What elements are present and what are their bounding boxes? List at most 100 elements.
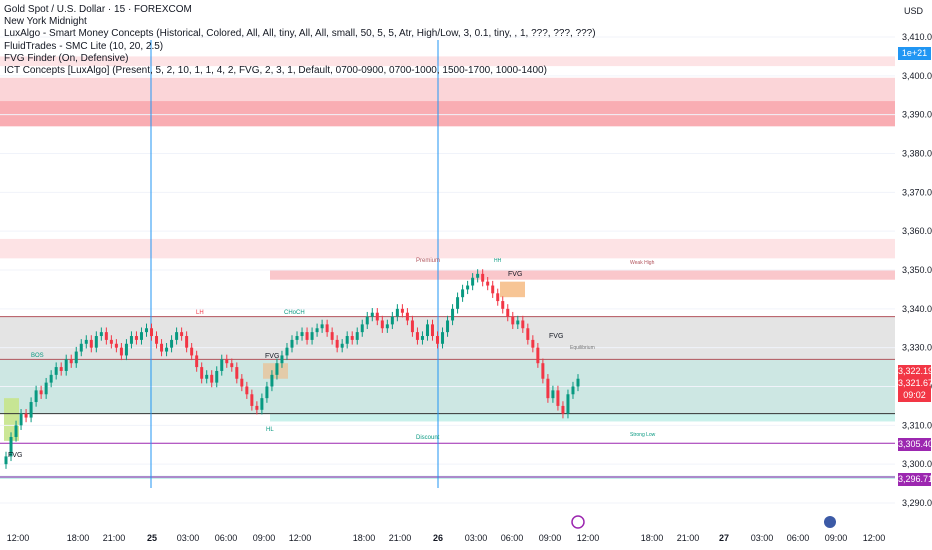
candle-body bbox=[210, 374, 214, 383]
candle-body bbox=[185, 336, 189, 348]
candle-body bbox=[295, 336, 299, 340]
candle-body bbox=[436, 336, 440, 344]
candle-body bbox=[486, 281, 490, 286]
candle-body bbox=[39, 390, 43, 395]
weak-high-label: Weak High bbox=[630, 260, 655, 266]
candle-body bbox=[255, 405, 259, 410]
candle-body bbox=[250, 394, 254, 406]
y-tick-label: 3,390.00 bbox=[902, 110, 932, 120]
x-tick-label: 06:00 bbox=[215, 533, 238, 543]
annotation-layer: Premium Discount Equilibrium Weak High Stron… bbox=[8, 258, 656, 459]
candle-body bbox=[300, 332, 304, 337]
strong-low-label: Strong Low bbox=[630, 432, 656, 438]
x-tick-label: 21:00 bbox=[389, 533, 412, 543]
candle-body bbox=[365, 316, 369, 325]
candle-body bbox=[155, 336, 159, 344]
candle-body bbox=[124, 343, 128, 356]
candle-body bbox=[491, 285, 495, 294]
candle-body bbox=[576, 378, 580, 387]
y-tick-label: 3,340.00 bbox=[902, 304, 932, 314]
y-tick-label: 3,380.00 bbox=[902, 149, 932, 159]
supply-zone-2 bbox=[0, 77, 895, 127]
candle-body bbox=[144, 328, 148, 333]
y-tick-label: 3,400.00 bbox=[902, 71, 932, 81]
candle-body bbox=[571, 386, 575, 395]
x-tick-label: 03:00 bbox=[177, 533, 200, 543]
candle-body bbox=[471, 277, 475, 286]
candle-body bbox=[466, 285, 470, 290]
x-tick-label: 09:00 bbox=[253, 533, 276, 543]
candle-body bbox=[385, 324, 389, 329]
candle-body bbox=[270, 374, 274, 387]
x-tick-label: 21:00 bbox=[677, 533, 700, 543]
candle-body bbox=[44, 382, 48, 395]
candle-body bbox=[320, 324, 324, 329]
lightning-icon bbox=[571, 515, 585, 529]
candle-body bbox=[280, 355, 284, 364]
demand-zone-2 bbox=[270, 413, 895, 422]
x-tick-label: 03:00 bbox=[465, 533, 488, 543]
candle-body bbox=[400, 308, 404, 313]
candle-body bbox=[290, 339, 294, 348]
candle-body bbox=[425, 324, 429, 337]
y-tick-label: 3,410.00 bbox=[902, 32, 932, 42]
candle-body bbox=[205, 374, 209, 379]
candle-body bbox=[310, 332, 314, 340]
price-axis[interactable]: 3,410.00 3,400.00 3,390.00 3,380.00 3,370.00… bbox=[902, 32, 932, 508]
candle-body bbox=[496, 293, 500, 302]
y-tick-label: 3,330.00 bbox=[902, 343, 932, 353]
candle-body bbox=[54, 367, 58, 375]
time-axis[interactable]: 12:00 18:00 21:00 25 03:00 06:00 09:00 12:00 18:… bbox=[7, 515, 886, 543]
countdown-tag: 1e+21 bbox=[898, 47, 931, 60]
candle-body bbox=[29, 402, 33, 418]
candle-body bbox=[275, 363, 279, 375]
indicator-luxalgo-smc[interactable]: LuxAlgo - Smart Money Concepts (Historic… bbox=[4, 28, 596, 40]
y-tick-label: 3,360.00 bbox=[902, 226, 932, 236]
candle-body bbox=[79, 343, 83, 352]
last-price-tag: 3,322.19 bbox=[898, 365, 932, 378]
premium-label: Premium bbox=[416, 258, 440, 264]
y-tick-label: 3,310.00 bbox=[902, 420, 932, 430]
candle-body bbox=[260, 398, 264, 410]
candle-body bbox=[536, 347, 540, 364]
candle-body bbox=[380, 320, 384, 329]
candle-body bbox=[566, 394, 570, 414]
hl-label: HL bbox=[266, 427, 274, 433]
candle-body bbox=[531, 339, 535, 348]
level-tag-1: 3,305.40 bbox=[898, 438, 932, 451]
candle-body bbox=[415, 332, 419, 340]
x-tick-label: 12:00 bbox=[289, 533, 312, 543]
legend: Gold Spot / U.S. Dollar · 15 · FOREXCOM … bbox=[4, 4, 596, 77]
candle-body bbox=[546, 378, 550, 399]
indicator-fluidtrades[interactable]: FluidTrades - SMC Lite (10, 20, 2.5) bbox=[4, 40, 164, 52]
us-flag-icon bbox=[824, 516, 836, 528]
indicator-ny-midnight[interactable]: New York Midnight bbox=[4, 16, 87, 28]
candle-body bbox=[405, 312, 409, 321]
indicator-fvg-finder[interactable]: FVG Finder (On, Defensive) bbox=[4, 52, 129, 64]
candle-body bbox=[456, 297, 460, 309]
x-tick-label: 18:00 bbox=[353, 533, 376, 543]
symbol-title[interactable]: Gold Spot / U.S. Dollar · 15 · FOREXCOM bbox=[4, 4, 192, 15]
candle-body bbox=[551, 390, 555, 399]
x-tick-label: 09:00 bbox=[539, 533, 562, 543]
candle-body bbox=[370, 312, 374, 317]
candle-body bbox=[9, 436, 13, 457]
candle-body bbox=[561, 405, 565, 414]
candle-body bbox=[441, 332, 445, 344]
candle-body bbox=[150, 328, 154, 337]
fvg-label-3: FVG bbox=[549, 333, 563, 340]
candle-body bbox=[215, 370, 219, 383]
currency-label[interactable]: USD bbox=[904, 6, 924, 16]
fvg-label-4: FVG bbox=[8, 452, 22, 459]
timer-tag: 09:02 bbox=[898, 389, 931, 402]
candle-body bbox=[64, 359, 68, 371]
candle-body bbox=[89, 339, 93, 348]
candle-body bbox=[180, 332, 184, 337]
discount-label: Discount bbox=[416, 435, 440, 441]
candle-body bbox=[160, 343, 164, 352]
indicator-ict-concepts[interactable]: ICT Concepts [LuxAlgo] (Present, 5, 2, 1… bbox=[4, 65, 547, 77]
x-tick-label: 12:00 bbox=[577, 533, 600, 543]
candle-body bbox=[375, 312, 379, 321]
candle-body bbox=[481, 273, 485, 282]
